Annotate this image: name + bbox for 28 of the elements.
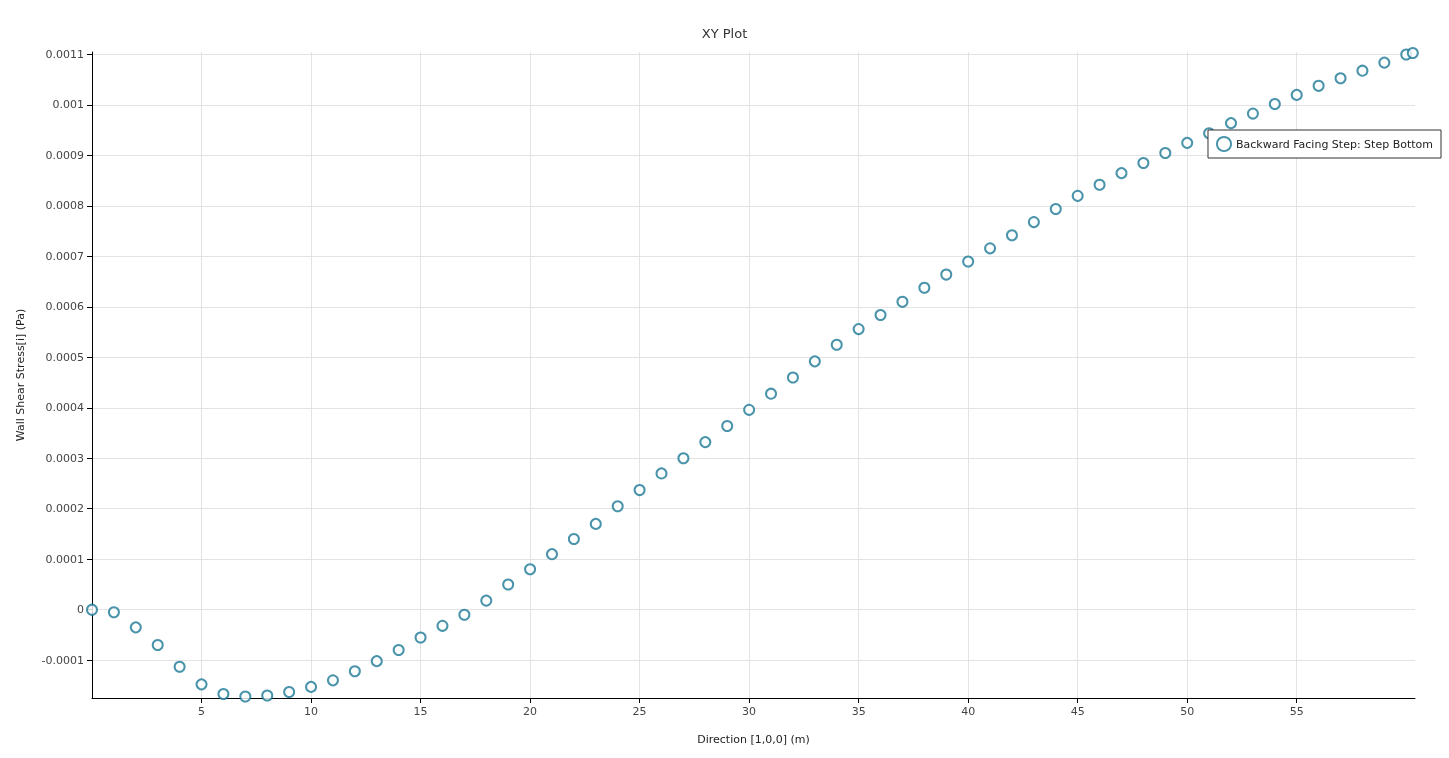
- x-tick-label: 55: [1289, 705, 1304, 718]
- legend-label: Backward Facing Step: Step Bottom: [1236, 137, 1434, 151]
- y-tick-label: 0.0009: [45, 148, 84, 162]
- y-tick-label: 0.0001: [45, 552, 84, 566]
- x-tick-label: 5: [198, 705, 206, 718]
- y-tick-label: 0.0008: [45, 199, 84, 213]
- x-tick-label: 45: [1070, 705, 1085, 718]
- y-tick-label: 0.0005: [45, 350, 84, 364]
- y-tick-label: 0.0004: [45, 401, 84, 415]
- x-tick-label: 50: [1180, 705, 1195, 718]
- x-tick-label: 40: [961, 705, 976, 718]
- y-tick-label: 0.0007: [45, 249, 84, 263]
- x-tick-label: 15: [413, 705, 428, 718]
- x-axis-title: Direction [1,0,0] (m): [697, 733, 810, 746]
- y-axis-title: Wall Shear Stress[i] (Pa): [14, 308, 27, 442]
- chart-title: XY Plot: [701, 26, 748, 41]
- x-tick-label: 10: [304, 705, 319, 718]
- x-tick-label: 30: [742, 705, 757, 718]
- y-tick-label: 0.0006: [45, 300, 84, 314]
- y-tick-label: 0.0011: [45, 48, 84, 62]
- y-tick-label: 0.001: [52, 98, 84, 112]
- y-tick-label: 0: [77, 603, 84, 617]
- x-tick-label: 25: [632, 705, 647, 718]
- y-tick-label: 0.0002: [45, 502, 84, 516]
- y-tick-label: 0.0003: [45, 451, 84, 465]
- x-tick-label: 35: [851, 705, 866, 718]
- y-tick-label: -0.0001: [41, 653, 84, 667]
- x-tick-label: 20: [523, 705, 538, 718]
